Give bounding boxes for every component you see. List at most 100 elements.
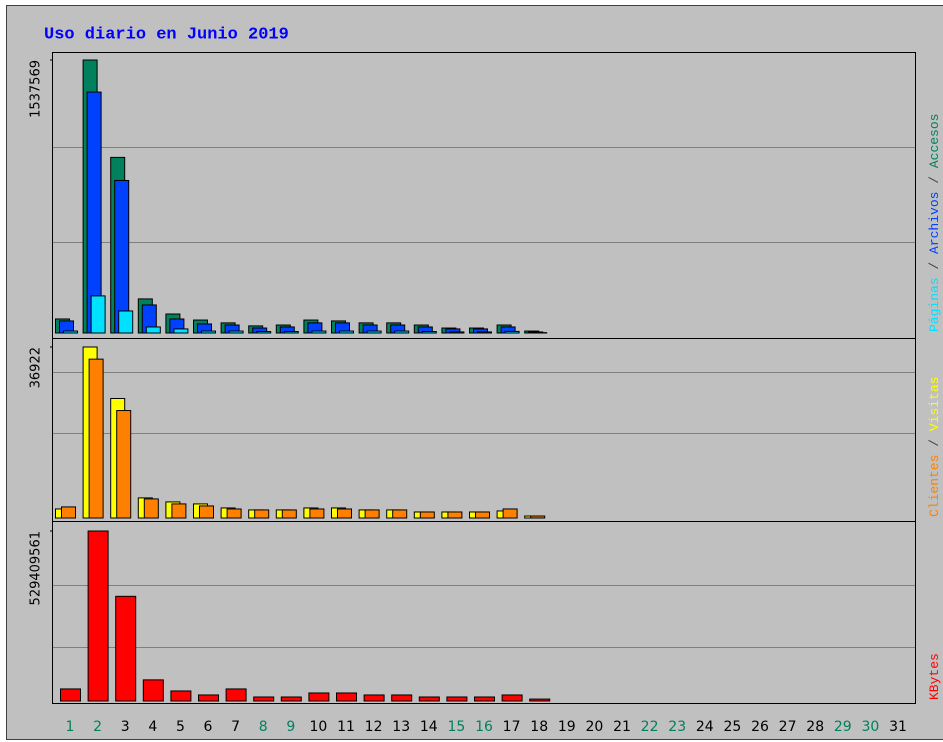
bar xyxy=(474,696,495,702)
bar xyxy=(225,688,247,702)
x-tick-label: 15 xyxy=(447,719,465,735)
x-tick-label: 31 xyxy=(889,719,907,735)
x-tick-label: 18 xyxy=(530,719,548,735)
x-tick-label: 27 xyxy=(779,719,797,735)
bar xyxy=(142,679,164,702)
x-tick-label: 5 xyxy=(176,719,185,735)
legend-separator: / xyxy=(927,431,942,454)
bar xyxy=(308,692,330,702)
x-tick-label: 11 xyxy=(337,719,355,735)
bar xyxy=(253,696,275,702)
bar xyxy=(60,688,81,702)
bar xyxy=(366,330,382,334)
bar xyxy=(201,330,216,334)
legend-entry: Archivos xyxy=(927,192,942,254)
x-tick-label: 13 xyxy=(392,719,410,735)
bar xyxy=(90,295,106,334)
panel xyxy=(52,521,916,704)
x-tick-label: 2 xyxy=(93,719,102,735)
bar xyxy=(311,330,327,334)
bar xyxy=(391,694,413,702)
bar xyxy=(421,331,437,334)
bar xyxy=(256,331,272,334)
x-tick-label: 8 xyxy=(259,719,268,735)
legend: KBytes xyxy=(927,653,942,700)
bar xyxy=(529,698,551,702)
bar xyxy=(501,694,523,702)
x-tick-label: 20 xyxy=(585,719,603,735)
x-tick-label: 19 xyxy=(558,719,576,735)
bar xyxy=(114,179,130,334)
x-tick-label: 12 xyxy=(365,719,383,735)
x-tick-label: 29 xyxy=(834,719,852,735)
bar xyxy=(477,331,492,334)
bar xyxy=(199,505,214,519)
bar xyxy=(336,692,357,702)
bar xyxy=(392,509,408,519)
x-tick-label: 28 xyxy=(806,719,824,735)
legend-entry: Visitas xyxy=(927,377,942,432)
x-tick-label: 3 xyxy=(121,719,130,735)
bar xyxy=(228,330,244,334)
x-tick-label: 10 xyxy=(309,719,327,735)
bar xyxy=(364,509,380,519)
bar xyxy=(504,330,520,334)
x-tick-label: 16 xyxy=(475,719,493,735)
x-tick-label: 22 xyxy=(641,719,659,735)
x-tick-label: 1 xyxy=(66,719,75,735)
bar xyxy=(115,595,137,702)
x-tick-label: 9 xyxy=(286,719,295,735)
legend-separator: / xyxy=(927,254,942,277)
bar xyxy=(61,506,76,519)
bar xyxy=(173,328,189,334)
x-tick-label: 17 xyxy=(503,719,521,735)
bar xyxy=(309,508,325,519)
x-tick-label: 25 xyxy=(723,719,741,735)
bar xyxy=(171,503,187,519)
grid xyxy=(53,147,915,648)
bar xyxy=(446,696,468,702)
bar xyxy=(88,358,104,519)
bar xyxy=(118,310,134,334)
bar xyxy=(530,515,546,519)
chart-title: Uso diario en Junio 2019 xyxy=(44,25,289,44)
bar xyxy=(418,696,440,702)
bar xyxy=(449,331,465,334)
bar xyxy=(281,509,297,519)
bar xyxy=(419,511,435,519)
legend: Clientes / Visitas xyxy=(927,377,942,517)
bar xyxy=(170,690,192,702)
y-tick-label: 36922 xyxy=(29,347,44,388)
x-tick-label: 23 xyxy=(668,719,686,735)
legend-entry: KBytes xyxy=(927,653,942,700)
bar xyxy=(198,694,219,702)
bar xyxy=(143,498,159,519)
x-tick-label: 7 xyxy=(231,719,240,735)
bar xyxy=(145,326,161,334)
legend-entry: Clientes xyxy=(927,455,942,517)
legend: Páginas / Archivos / Accesos xyxy=(927,114,942,332)
bar xyxy=(475,511,490,519)
legend-separator: / xyxy=(927,168,942,191)
bar xyxy=(447,511,463,519)
bar xyxy=(280,696,302,702)
bar xyxy=(337,508,352,519)
bar xyxy=(363,694,385,702)
x-tick-label: 30 xyxy=(861,719,879,735)
x-tick-label: 21 xyxy=(613,719,631,735)
x-tick-label: 6 xyxy=(204,719,213,735)
x-tick-label: 14 xyxy=(420,719,438,735)
bar xyxy=(63,330,78,334)
x-tick-label: 26 xyxy=(751,719,769,735)
y-tick-label: 529409561 xyxy=(29,531,44,605)
bar xyxy=(502,508,518,519)
legend-entry: Accesos xyxy=(927,114,942,169)
bar xyxy=(254,509,270,519)
bar xyxy=(339,330,354,334)
legend-entry: Páginas xyxy=(927,277,942,332)
x-tick-label: 24 xyxy=(696,719,714,735)
bar xyxy=(87,530,109,702)
y-tick-label: 1537569 xyxy=(29,60,44,118)
bar xyxy=(226,508,242,519)
